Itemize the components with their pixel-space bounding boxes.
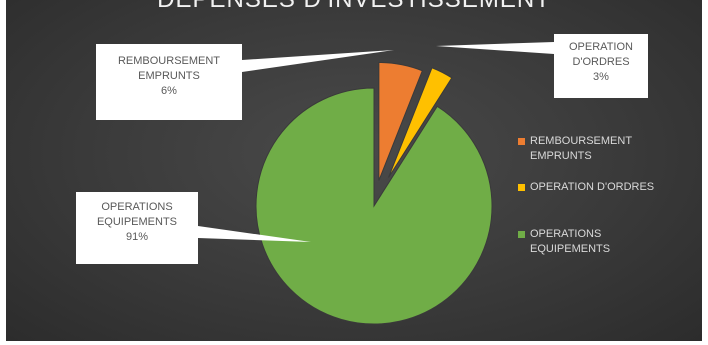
callout-remboursement-line2: EMPRUNTS	[138, 70, 200, 82]
leader-line-operations-equipements	[198, 226, 311, 242]
legend-swatch-operations-equipements	[518, 231, 525, 238]
callout-ordres-line2: D'ORDRES	[572, 56, 630, 68]
legend-label-operations-equipements-line2: EQUIPEMENTS	[530, 243, 611, 255]
pie-chart	[198, 42, 554, 325]
callout-equipements-value: 91%	[125, 231, 149, 243]
chart-legend: REMBOURSEMENT EMPRUNTS OPERATION D'ORDRE…	[518, 134, 702, 257]
pie-slice-remboursement	[378, 61, 423, 181]
legend-item-operations-equipements: OPERATIONS EQUIPEMENTS	[518, 227, 702, 257]
pie-slice-operations-equipements	[255, 87, 493, 325]
pie-slice-operation-ordres	[388, 67, 453, 178]
callout-equipements-line2: EQUIPEMENTS	[96, 216, 178, 228]
callout-operation-ordres: OPERATION D'ORDRES 3%	[554, 34, 648, 98]
chart-title: DEPENSES D'INVESTISSEMENT	[6, 0, 702, 14]
callout-remboursement: REMBOURSEMENT EMPRUNTS 6%	[96, 44, 242, 120]
callout-ordres-line1: OPERATION	[569, 41, 633, 53]
legend-swatch-operation-ordres	[518, 184, 525, 191]
legend-label-remboursement-line1: REMBOURSEMENT	[530, 135, 633, 147]
leader-line-remboursement	[242, 50, 394, 72]
callout-equipements-line1: OPERATIONS	[101, 201, 173, 213]
callout-ordres-value: 3%	[593, 71, 609, 83]
legend-item-operation-ordres: OPERATION D'ORDRES	[518, 180, 702, 195]
legend-label-operations-equipements-line1: OPERATIONS	[530, 228, 602, 240]
callout-remboursement-line1: REMBOURSEMENT	[117, 55, 221, 67]
chart-area: DEPENSES D'INVESTISSEMENT REMBOURSEMENT …	[6, 0, 702, 341]
legend-label-remboursement-line2: EMPRUNTS	[530, 150, 592, 162]
callout-operations-equipements: OPERATIONS EQUIPEMENTS 91%	[76, 192, 198, 264]
legend-swatch-remboursement	[518, 138, 525, 145]
legend-label-operation-ordres: OPERATION D'ORDRES	[530, 181, 655, 193]
legend-item-remboursement: REMBOURSEMENT EMPRUNTS	[518, 134, 702, 164]
callout-remboursement-value: 6%	[161, 85, 177, 97]
leader-line-operation-ordres	[436, 42, 554, 54]
